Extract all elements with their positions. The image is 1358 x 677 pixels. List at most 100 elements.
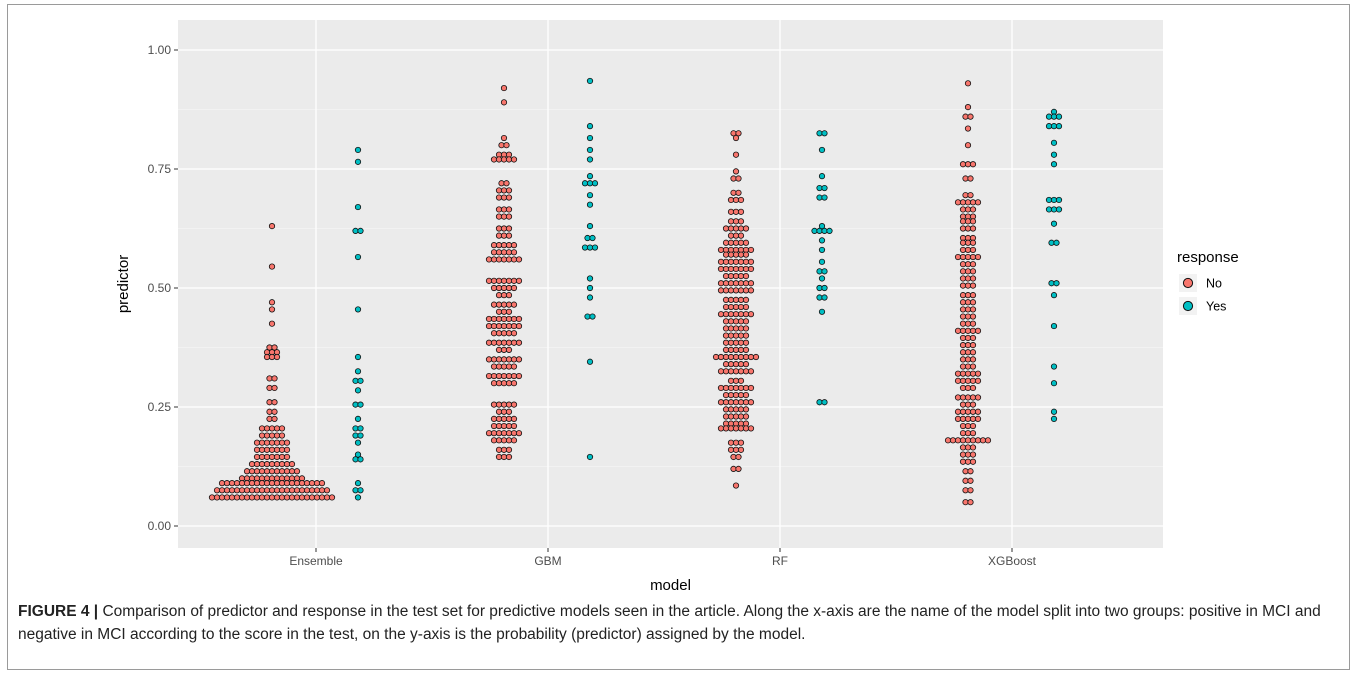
data-point-no <box>233 487 241 494</box>
data-point-no <box>510 256 518 263</box>
data-point-yes <box>821 130 828 137</box>
data-point-no <box>717 287 725 294</box>
data-point-yes <box>584 313 591 320</box>
data-point-no <box>747 368 755 375</box>
data-point-no <box>263 353 271 361</box>
data-point-no <box>263 425 271 432</box>
data-point-no <box>505 422 513 430</box>
data-point-no <box>278 453 286 461</box>
data-point-yes <box>352 227 359 234</box>
y-tick-label: 1.00 <box>148 43 172 57</box>
data-point-no <box>266 399 273 406</box>
data-point-no <box>964 282 972 289</box>
data-point-no <box>717 258 725 265</box>
data-point-no <box>727 413 735 420</box>
data-point-no <box>510 301 518 308</box>
data-point-no <box>510 372 518 380</box>
data-point-no <box>510 322 518 330</box>
data-point-no <box>727 218 735 225</box>
data-point-yes <box>1050 363 1058 370</box>
data-point-no <box>505 284 513 292</box>
data-point-no <box>964 394 972 401</box>
data-point-no <box>964 225 972 232</box>
data-point-no <box>505 339 513 346</box>
data-point-no <box>298 487 306 494</box>
data-point-no <box>313 480 321 487</box>
data-point-no <box>967 477 974 484</box>
data-point-no <box>964 377 972 384</box>
data-point-no <box>510 330 518 337</box>
data-point-no <box>727 332 735 339</box>
data-point-no <box>495 408 503 415</box>
data-point-no <box>722 303 730 311</box>
dot-plot-chart: 0.00 0.25 0.50 0.75 1.00 Ensemble GBM RF XGBoos… <box>115 20 1239 594</box>
data-point-no <box>722 296 730 303</box>
data-point-no <box>500 401 508 408</box>
data-point-no <box>949 437 957 444</box>
data-point-no <box>278 446 286 453</box>
data-point-yes <box>352 432 359 439</box>
data-point-no <box>323 494 331 501</box>
data-point-no <box>490 277 498 284</box>
data-point-no <box>293 480 301 487</box>
data-point-yes <box>826 227 833 234</box>
data-point-no <box>271 375 278 382</box>
data-point-yes <box>816 184 823 192</box>
data-point-no <box>954 415 962 422</box>
data-point-no <box>974 437 982 444</box>
data-point-no <box>742 399 750 406</box>
data-point-no <box>271 384 278 392</box>
x-tick-label: Ensemble <box>289 554 343 568</box>
data-point-yes <box>1050 123 1058 130</box>
data-point-no <box>510 339 518 346</box>
data-point-no <box>273 494 281 501</box>
data-point-no <box>964 253 972 261</box>
data-point-no <box>510 315 518 323</box>
data-point-no <box>268 223 276 230</box>
data-point-no <box>218 494 226 501</box>
data-point-no <box>727 287 735 294</box>
data-point-yes <box>586 134 594 142</box>
data-point-no <box>495 232 503 239</box>
data-point-yes <box>1045 196 1053 204</box>
data-point-no <box>964 206 972 213</box>
data-point-no <box>505 372 513 380</box>
data-point-yes <box>1048 239 1055 246</box>
data-point-no <box>510 437 518 444</box>
data-point-no <box>964 246 972 254</box>
data-point-no <box>510 401 518 408</box>
data-point-no <box>505 446 513 453</box>
data-point-no <box>495 339 503 346</box>
data-point-yes <box>818 237 826 244</box>
data-point-no <box>737 251 745 258</box>
data-point-no <box>505 346 513 353</box>
data-point-no <box>959 253 967 261</box>
data-point-yes <box>581 244 589 251</box>
data-point-no <box>969 334 977 342</box>
data-point-no <box>495 415 503 422</box>
data-point-no <box>959 199 967 206</box>
data-point-no <box>984 437 992 444</box>
data-point-no <box>727 225 735 232</box>
x-tick-label: RF <box>772 554 788 568</box>
data-point-no <box>959 261 967 268</box>
data-point-yes <box>354 353 362 361</box>
data-point-no <box>722 339 730 346</box>
data-point-yes <box>821 399 828 406</box>
data-point-no <box>727 318 735 325</box>
data-point-no <box>735 465 742 472</box>
data-point-no <box>313 494 321 501</box>
data-point-no <box>490 249 498 256</box>
data-point-no <box>742 287 750 294</box>
data-point-yes <box>818 258 826 265</box>
data-point-no <box>967 499 974 506</box>
data-point-no <box>722 413 730 420</box>
data-point-no <box>732 325 740 332</box>
data-point-no <box>258 425 266 432</box>
data-point-no <box>737 368 745 375</box>
data-point-no <box>253 487 261 494</box>
data-point-no <box>505 437 513 444</box>
data-point-yes <box>1050 220 1058 227</box>
data-point-no <box>959 206 967 213</box>
data-point-no <box>500 187 508 194</box>
